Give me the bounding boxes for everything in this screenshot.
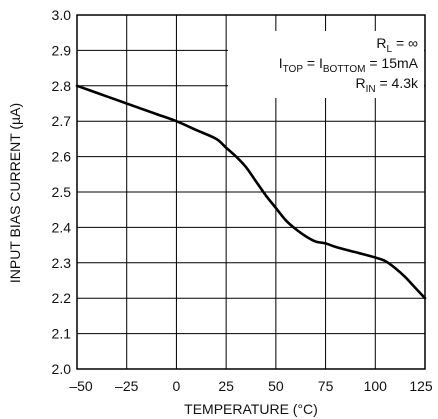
x-tick-label: 25 xyxy=(218,378,234,394)
annotation-rl: RL = ∞ xyxy=(376,35,418,55)
annotation-background xyxy=(228,31,424,98)
y-tick-label: 3.0 xyxy=(52,7,72,23)
y-tick-label: 2.0 xyxy=(52,361,72,377)
y-tick-label: 2.7 xyxy=(52,113,72,129)
x-tick-label: 0 xyxy=(173,378,181,394)
y-tick-label: 2.8 xyxy=(52,78,72,94)
x-tick-label: 50 xyxy=(268,378,284,394)
y-tick-label: 2.6 xyxy=(52,149,72,165)
x-tick-label: 75 xyxy=(318,378,334,394)
x-tick-label: –50 xyxy=(69,378,93,394)
y-tick-labels: 2.0 2.1 2.2 2.3 2.4 2.5 2.6 2.7 2.8 2.9 3.0 xyxy=(52,7,72,377)
y-tick-label: 2.2 xyxy=(52,290,72,306)
x-tick-label: 125 xyxy=(409,378,433,394)
y-tick-label: 2.1 xyxy=(52,326,72,342)
series-line xyxy=(75,84,427,300)
x-tick-label: 100 xyxy=(364,378,388,394)
y-tick-label: 2.4 xyxy=(52,219,72,235)
y-tick-label: 2.3 xyxy=(52,255,72,271)
y-axis-title: INPUT BIAS CURRENT (µA) xyxy=(7,103,23,283)
x-tick-label: –25 xyxy=(115,378,139,394)
y-tick-label: 2.5 xyxy=(52,184,72,200)
x-tick-labels: –50 –25 0 25 50 75 100 125 xyxy=(69,378,433,394)
annotation-currents: ITOP = IBOTTOM = 15mA xyxy=(279,55,419,75)
y-tick-label: 2.9 xyxy=(52,42,72,58)
plot-frame xyxy=(76,14,426,370)
annotation-rin: RIN = 4.3k xyxy=(355,75,419,95)
x-axis-title: TEMPERATURE (°C) xyxy=(184,401,318,417)
annotation-box: RL = ∞ ITOP = IBOTTOM = 15mA RIN = 4.3k xyxy=(228,31,424,98)
